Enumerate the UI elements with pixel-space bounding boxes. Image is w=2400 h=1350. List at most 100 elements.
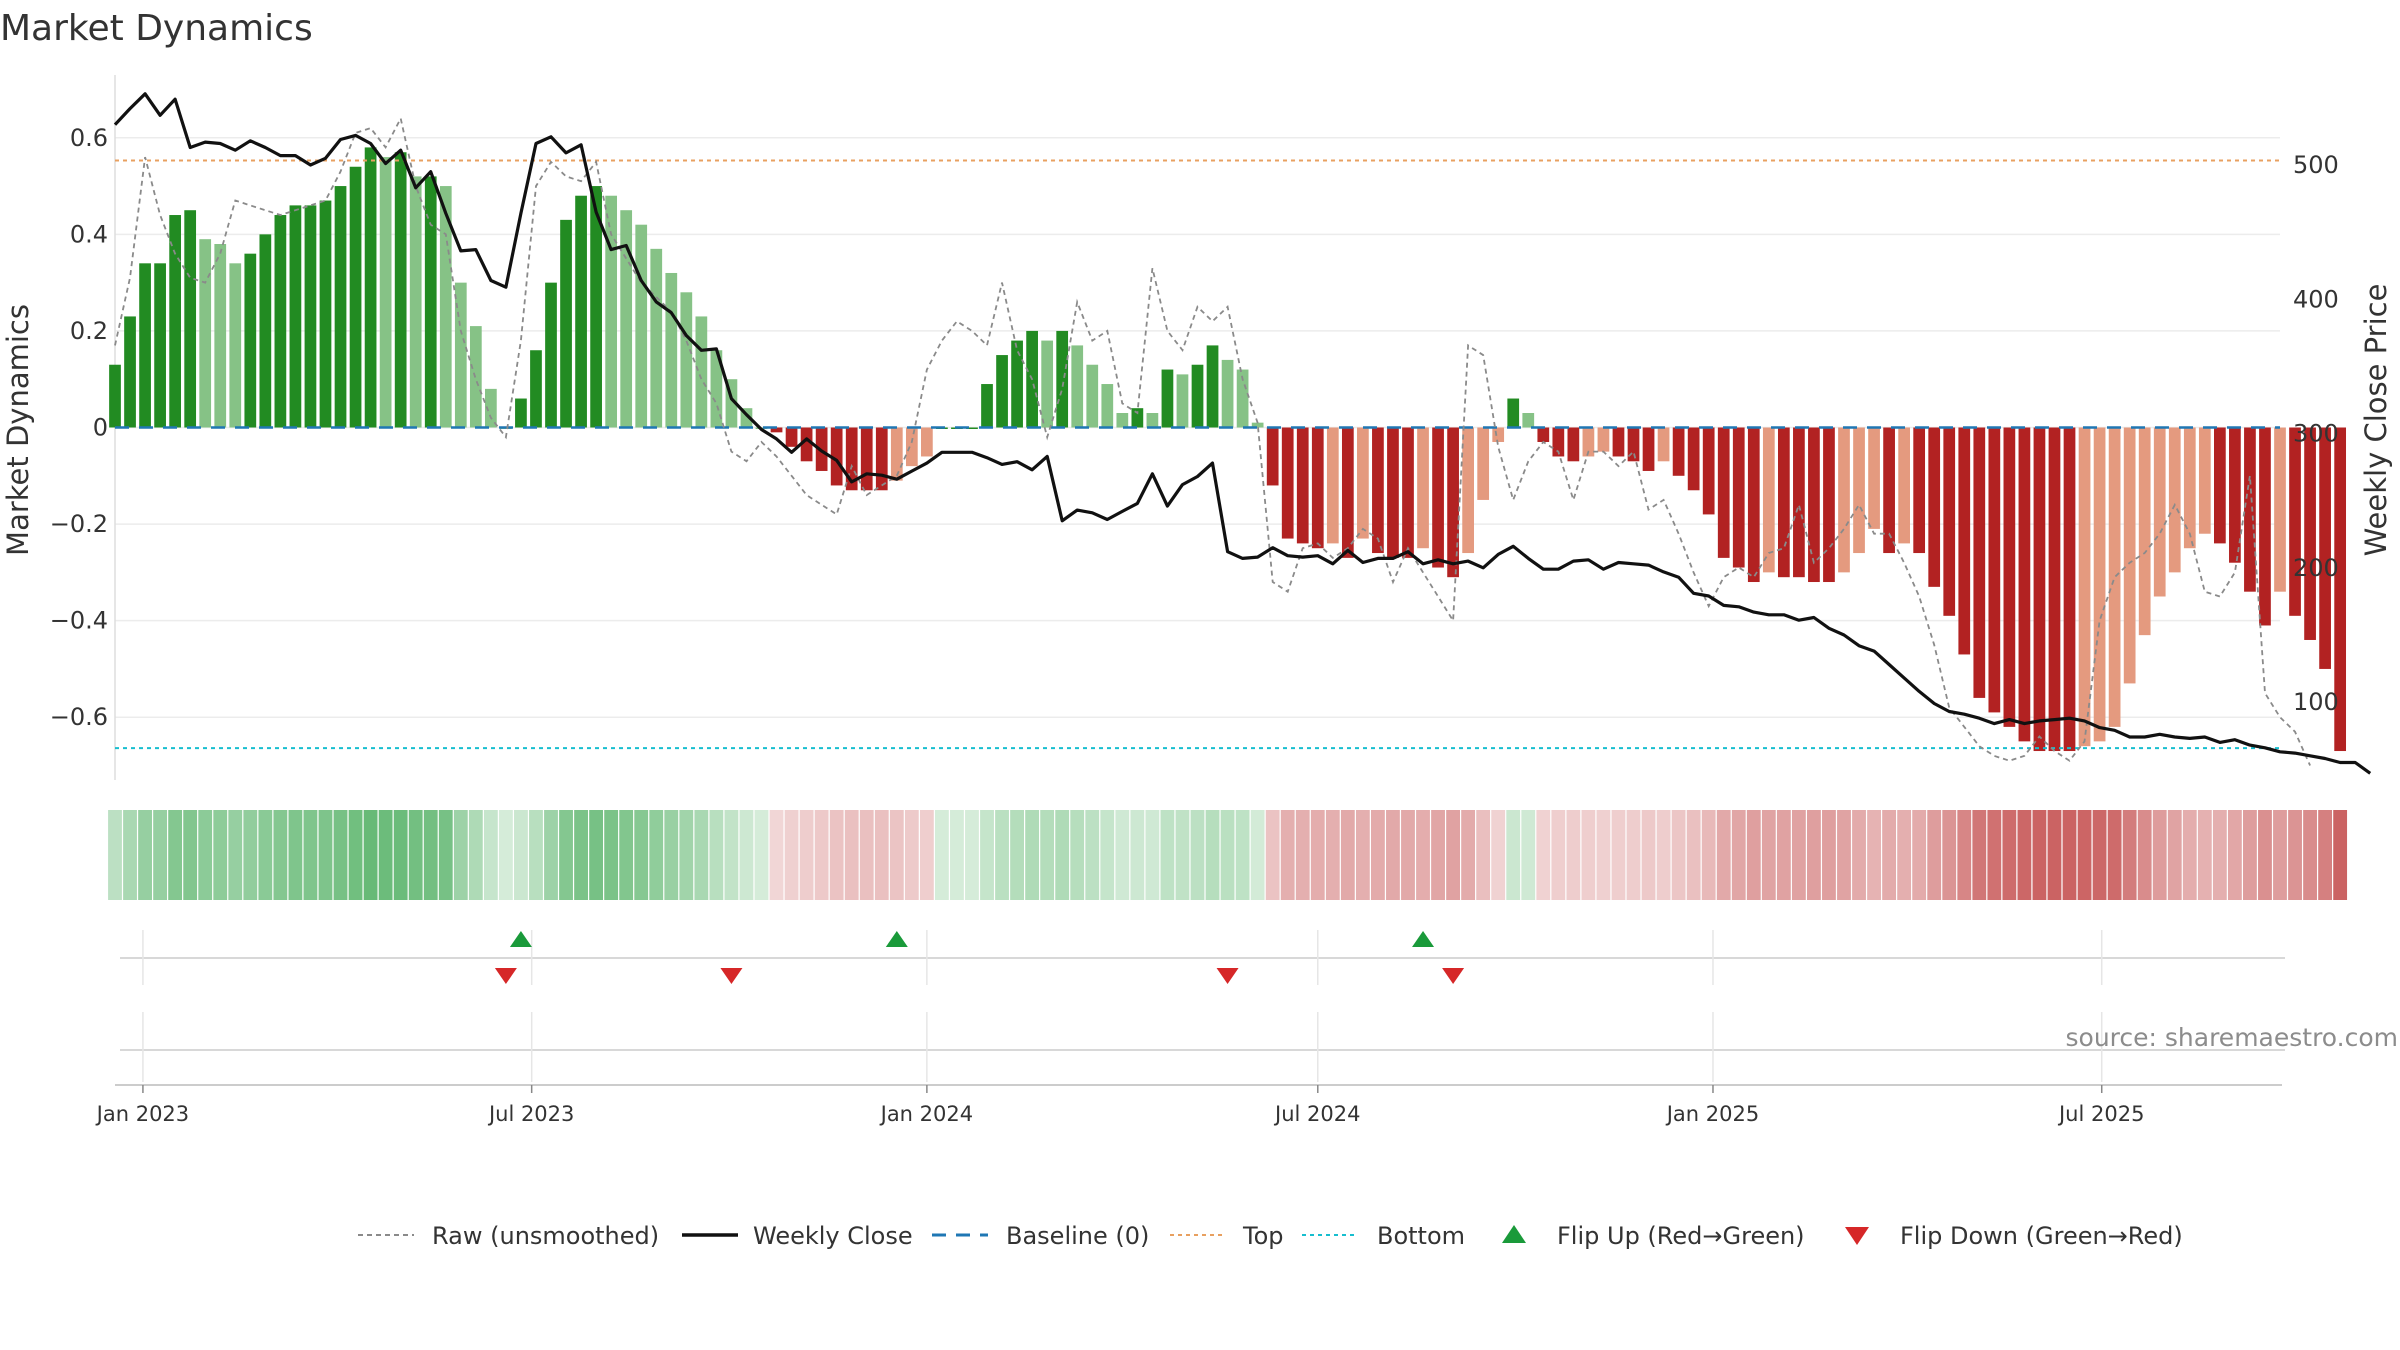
heat-cell [1340, 810, 1355, 900]
heat-cell [829, 810, 844, 900]
dynamics-bar [2319, 427, 2331, 669]
heat-cell [1401, 810, 1415, 900]
heat-cell [965, 810, 979, 900]
x-tick-label: Jul 2023 [487, 1102, 574, 1126]
heat-cell [1025, 810, 1040, 900]
x-tick-label: Jan 2024 [879, 1102, 974, 1126]
dynamics-bar [740, 408, 753, 428]
heat-cell [1220, 810, 1235, 900]
heat-cell [1160, 810, 1175, 900]
heat-cell [1371, 810, 1385, 900]
dynamics-bar [2183, 427, 2196, 549]
dynamics-bar [2168, 427, 2181, 573]
dynamics-bar [1341, 427, 1354, 558]
heat-cell [544, 810, 558, 900]
heat-cell [2182, 810, 2197, 900]
dynamics-bar [1958, 427, 1971, 655]
heat-cell [694, 810, 709, 900]
heat-cell [1295, 810, 1310, 900]
dynamics-bar [485, 388, 497, 428]
heat-cell [2288, 810, 2302, 900]
dynamics-bar [530, 350, 542, 428]
y-tick-label-right: 500 [2293, 151, 2339, 179]
heat-cell [1912, 810, 1927, 900]
heat-cell [108, 810, 122, 900]
dynamics-bar [2003, 427, 2016, 727]
heat-cell [498, 810, 513, 900]
dynamics-bar [1101, 384, 1114, 428]
heat-cell [483, 810, 498, 900]
flip-up-marker [1412, 931, 1435, 947]
heat-cell [1957, 810, 1972, 900]
heat-cell [1100, 810, 1115, 900]
heat-cell [649, 810, 664, 900]
heat-cell [709, 810, 724, 900]
heat-cell [153, 810, 168, 900]
dynamics-bar [1642, 427, 1655, 471]
heat-cell [2017, 810, 2032, 900]
dynamics-bars [109, 147, 2347, 752]
dynamics-bar [905, 427, 918, 467]
dynamics-bar [845, 427, 858, 491]
dynamics-bar [725, 379, 738, 428]
dynamics-bar [1507, 398, 1520, 428]
y-tick-label-right: 400 [2293, 285, 2339, 313]
heat-cell [1807, 810, 1821, 900]
heat-cell [1671, 810, 1686, 900]
dynamics-bar [1221, 359, 1234, 428]
dynamics-bar [1477, 427, 1490, 500]
heat-cell [1686, 810, 1701, 900]
y-tick-label-right: 200 [2293, 554, 2339, 582]
dynamics-bar [1627, 427, 1640, 462]
heat-cell [348, 810, 363, 900]
heat-cell [574, 810, 588, 900]
dynamics-bar [1011, 340, 1023, 428]
dynamics-bar [274, 215, 287, 428]
dynamics-bar [2274, 427, 2286, 592]
dynamics-bar [575, 195, 587, 428]
dynamics-bar [1973, 427, 1986, 698]
heat-cell [1280, 810, 1295, 900]
dynamics-bar [424, 176, 437, 428]
dynamics-bar [1928, 427, 1941, 587]
x-tick-label: Jul 2025 [2057, 1102, 2144, 1126]
dynamics-bar [1462, 427, 1474, 554]
dynamics-bar [770, 427, 783, 433]
dynamics-bar [1567, 427, 1580, 462]
dynamics-bar [1191, 364, 1204, 428]
dynamics-bar [394, 152, 407, 428]
dynamics-bar [1251, 422, 1264, 428]
dynamics-bar [515, 398, 527, 428]
dynamics-bar [1417, 427, 1429, 549]
flip-up-marker [509, 931, 532, 947]
chart-title: Market Dynamics [0, 8, 313, 49]
y-tick-label-left: 0.4 [70, 220, 108, 248]
heat-cell [769, 810, 784, 900]
heat-cell [1235, 810, 1250, 900]
heat-cell [1536, 810, 1551, 900]
dynamics-bar [289, 205, 302, 428]
heat-cell [2303, 810, 2317, 900]
heat-cell [2062, 810, 2077, 900]
heat-cell [1506, 810, 1521, 900]
dynamics-bar [364, 147, 377, 428]
heat-cell [1731, 810, 1746, 900]
legend-label: Raw (unsmoothed) [432, 1222, 659, 1250]
heat-cell [198, 810, 213, 900]
heat-cell [1521, 810, 1536, 900]
heat-cell [844, 810, 859, 900]
dynamics-bar [981, 384, 993, 428]
dynamics-bar [2093, 427, 2106, 742]
dynamics-bar [1717, 427, 1730, 558]
dynamics-bar [680, 292, 693, 428]
dynamics-bar [1777, 427, 1790, 578]
heat-cell [2122, 810, 2137, 900]
dynamics-bar [139, 263, 151, 428]
heat-cell [1085, 810, 1100, 900]
dynamics-bar [830, 427, 843, 486]
heat-cell [273, 810, 288, 900]
heat-cell [138, 810, 152, 900]
dynamics-bar [1853, 427, 1865, 554]
